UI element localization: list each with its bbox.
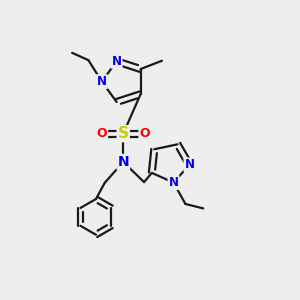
Text: S: S	[118, 126, 129, 141]
Text: N: N	[97, 75, 107, 88]
Text: N: N	[112, 55, 122, 68]
Text: N: N	[117, 155, 129, 169]
Text: N: N	[184, 158, 194, 171]
Text: N: N	[169, 176, 178, 189]
Text: O: O	[139, 127, 150, 140]
Text: O: O	[97, 127, 107, 140]
